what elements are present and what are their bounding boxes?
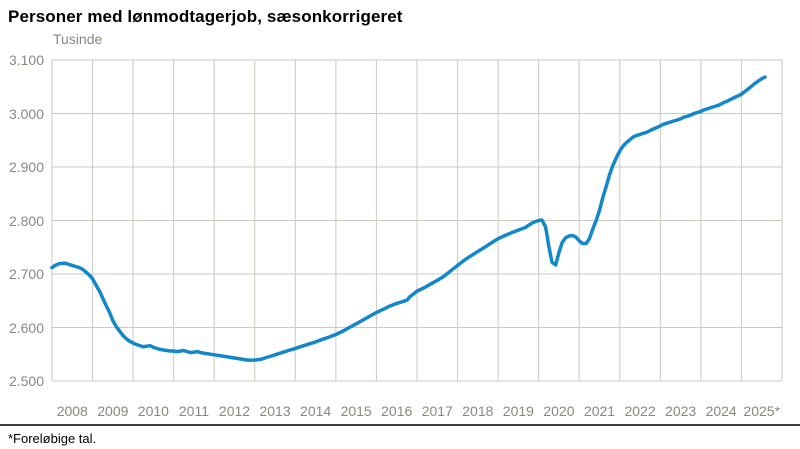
x-tick-label: 2011 xyxy=(178,403,209,419)
x-tick-label: 2015 xyxy=(340,403,372,419)
x-tick-label: 2012 xyxy=(218,403,251,419)
x-tick-label: 2016 xyxy=(381,403,413,419)
x-tick-label: 2008 xyxy=(56,403,88,419)
y-axis-unit-label: Tusinde xyxy=(53,31,103,47)
x-tick-label: 2020 xyxy=(543,403,575,419)
x-tick-label: 2014 xyxy=(300,403,332,419)
x-tick-label: 2021 xyxy=(583,403,616,419)
x-tick-label: 2010 xyxy=(137,403,169,419)
x-tick-label: 2022 xyxy=(624,403,656,419)
y-tick-label: 2.700 xyxy=(8,266,44,282)
x-tick-label: 2019 xyxy=(502,403,534,419)
x-tick-label: 2009 xyxy=(97,403,129,419)
footer-divider xyxy=(0,424,800,426)
y-tick-label: 2.800 xyxy=(8,212,44,229)
x-tick-label: 2017 xyxy=(421,403,453,419)
employment-series-line xyxy=(50,75,767,362)
x-tick-label: 2025* xyxy=(743,403,781,419)
y-tick-label: 2.500 xyxy=(8,373,44,389)
y-tick-label: 3.000 xyxy=(8,105,44,122)
footnote: *Foreløbige tal. xyxy=(8,431,97,446)
x-tick-label: 2024 xyxy=(705,403,737,419)
x-tick-label: 2013 xyxy=(259,403,291,419)
chart-title: Personer med lønmodtagerjob, sæsonkorrig… xyxy=(8,7,403,26)
y-tick-label: 2.600 xyxy=(8,319,44,336)
y-tick-label: 3.100 xyxy=(8,52,44,68)
x-tick-label: 2018 xyxy=(462,403,494,419)
x-tick-label: 2023 xyxy=(665,403,697,419)
y-tick-label: 2.900 xyxy=(8,159,44,175)
